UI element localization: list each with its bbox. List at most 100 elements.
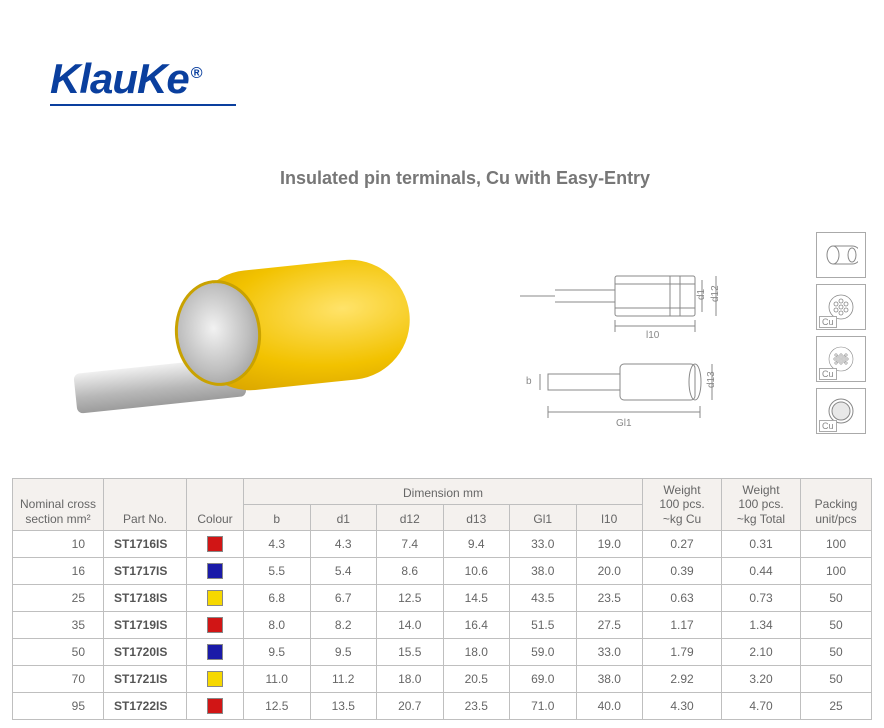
cell-part: ST1720IS — [104, 639, 187, 666]
cell-d1: 11.2 — [310, 666, 377, 693]
cell-nominal: 25 — [13, 585, 104, 612]
cell-wcu: 0.27 — [643, 531, 722, 558]
col-d13: d13 — [443, 505, 510, 531]
cell-wtot: 2.10 — [722, 639, 801, 666]
cell-nominal: 35 — [13, 612, 104, 639]
dim-gl1: Gl1 — [616, 418, 632, 429]
product-photo — [70, 235, 420, 445]
cell-part: ST1718IS — [104, 585, 187, 612]
cell-l10: 33.0 — [576, 639, 643, 666]
dim-d12: d12 — [710, 285, 721, 302]
cu-label: Cu — [819, 420, 837, 432]
table-row: 10ST1716IS4.34.37.49.433.019.00.270.3110… — [13, 531, 872, 558]
cell-pack: 25 — [801, 693, 872, 720]
cell-d13: 9.4 — [443, 531, 510, 558]
cell-d1: 13.5 — [310, 693, 377, 720]
colour-swatch — [207, 590, 223, 606]
dim-l10: l10 — [646, 330, 660, 341]
table-row: 35ST1719IS8.08.214.016.451.527.51.171.34… — [13, 612, 872, 639]
cell-gl1: 43.5 — [510, 585, 577, 612]
cell-b: 6.8 — [244, 585, 311, 612]
cell-d13: 20.5 — [443, 666, 510, 693]
cell-wtot: 4.70 — [722, 693, 801, 720]
cell-wtot: 0.73 — [722, 585, 801, 612]
crimp-profile-icon — [816, 232, 866, 278]
colour-swatch — [207, 563, 223, 579]
property-icons: Cu Cu Cu — [816, 232, 872, 440]
cell-l10: 23.5 — [576, 585, 643, 612]
cell-d1: 5.4 — [310, 558, 377, 585]
cell-colour — [187, 558, 244, 585]
cell-d12: 8.6 — [377, 558, 444, 585]
cell-pack: 50 — [801, 666, 872, 693]
cell-wtot: 3.20 — [722, 666, 801, 693]
cell-b: 9.5 — [244, 639, 311, 666]
cell-part: ST1719IS — [104, 612, 187, 639]
cell-nominal: 16 — [13, 558, 104, 585]
cell-d12: 15.5 — [377, 639, 444, 666]
cell-gl1: 69.0 — [510, 666, 577, 693]
cell-part: ST1717IS — [104, 558, 187, 585]
cell-wcu: 1.79 — [643, 639, 722, 666]
col-d1: d1 — [310, 505, 377, 531]
dim-d13: d13 — [706, 371, 717, 388]
cell-colour — [187, 693, 244, 720]
cell-pack: 50 — [801, 612, 872, 639]
spec-table: Nominal crosssection mm² Part No. Colour… — [12, 478, 872, 720]
col-weight-cu: Weight100 pcs.~kg Cu — [643, 479, 722, 531]
brand-logo: KlauKe® — [50, 55, 202, 103]
cell-d13: 14.5 — [443, 585, 510, 612]
cell-colour — [187, 666, 244, 693]
cell-l10: 40.0 — [576, 693, 643, 720]
cell-d12: 14.0 — [377, 612, 444, 639]
table-row: 50ST1720IS9.59.515.518.059.033.01.792.10… — [13, 639, 872, 666]
col-weight-total: Weight100 pcs.~kg Total — [722, 479, 801, 531]
cell-pack: 100 — [801, 531, 872, 558]
col-dimension-group: Dimension mm — [244, 479, 643, 505]
table-row: 70ST1721IS11.011.218.020.569.038.02.923.… — [13, 666, 872, 693]
table-row: 95ST1722IS12.513.520.723.571.040.04.304.… — [13, 693, 872, 720]
cell-l10: 27.5 — [576, 612, 643, 639]
cell-part: ST1722IS — [104, 693, 187, 720]
dim-b: b — [526, 376, 532, 387]
col-nominal: Nominal crosssection mm² — [13, 479, 104, 531]
cell-colour — [187, 531, 244, 558]
colour-swatch — [207, 644, 223, 660]
cell-l10: 19.0 — [576, 531, 643, 558]
cell-part: ST1721IS — [104, 666, 187, 693]
col-packing: Packingunit/pcs — [801, 479, 872, 531]
cell-colour — [187, 639, 244, 666]
col-gl1: Gl1 — [510, 505, 577, 531]
cell-wcu: 0.39 — [643, 558, 722, 585]
cell-colour — [187, 612, 244, 639]
cell-d13: 18.0 — [443, 639, 510, 666]
dim-d1: d1 — [696, 288, 707, 300]
logo-underline — [50, 104, 236, 106]
col-colour: Colour — [187, 479, 244, 531]
cell-d13: 10.6 — [443, 558, 510, 585]
cell-l10: 20.0 — [576, 558, 643, 585]
cell-pack: 50 — [801, 639, 872, 666]
cell-part: ST1716IS — [104, 531, 187, 558]
col-part: Part No. — [104, 479, 187, 531]
table-body: 10ST1716IS4.34.37.49.433.019.00.270.3110… — [13, 531, 872, 720]
cell-d1: 9.5 — [310, 639, 377, 666]
cell-l10: 38.0 — [576, 666, 643, 693]
brand-text: KlauKe — [50, 55, 189, 102]
cell-wcu: 0.63 — [643, 585, 722, 612]
cell-gl1: 59.0 — [510, 639, 577, 666]
cell-d12: 18.0 — [377, 666, 444, 693]
colour-swatch — [207, 536, 223, 552]
cell-gl1: 33.0 — [510, 531, 577, 558]
table-row: 25ST1718IS6.86.712.514.543.523.50.630.73… — [13, 585, 872, 612]
cell-wtot: 1.34 — [722, 612, 801, 639]
cell-nominal: 95 — [13, 693, 104, 720]
cu-strand-coarse-icon: Cu — [816, 336, 866, 382]
cell-wtot: 0.31 — [722, 531, 801, 558]
cell-wtot: 0.44 — [722, 558, 801, 585]
cell-nominal: 50 — [13, 639, 104, 666]
colour-swatch — [207, 617, 223, 633]
cell-pack: 50 — [801, 585, 872, 612]
cell-nominal: 70 — [13, 666, 104, 693]
cell-wcu: 4.30 — [643, 693, 722, 720]
